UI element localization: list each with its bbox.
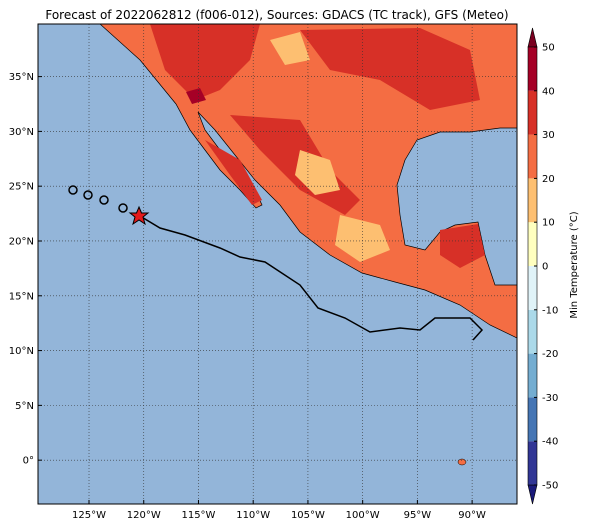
colorbar-under <box>527 484 538 505</box>
colorbar-tick-label: -20 <box>542 349 558 360</box>
warm-patch <box>150 24 260 100</box>
lat-tick-label: 15°N <box>9 291 34 302</box>
colorbar-bin <box>528 178 537 223</box>
land <box>99 24 517 466</box>
colorbar-bin <box>528 266 537 310</box>
past-position <box>68 185 78 195</box>
cool-patch <box>295 150 340 195</box>
colorbar-bin <box>528 47 537 91</box>
colorbar-tick-label: -40 <box>542 437 558 448</box>
lon-tick-label: 125°W <box>72 510 106 521</box>
grid <box>38 24 517 504</box>
past-position <box>118 203 128 213</box>
lon-tick-label: 95°W <box>404 510 432 521</box>
lon-tick-label: 110°W <box>236 510 270 521</box>
lon-tick-label: 90°W <box>458 510 486 521</box>
current-position <box>128 205 150 226</box>
storm-track <box>68 185 484 341</box>
colorbar-tick-label: 20 <box>542 174 555 185</box>
map-frame <box>37 23 518 505</box>
lat-tick-label: 0° <box>23 456 34 467</box>
colorbar-tick-label: 40 <box>542 86 555 97</box>
warm-patch <box>440 224 485 268</box>
colorbar-tick-label: 0 <box>542 262 548 273</box>
lat-tick-label: 30°N <box>9 127 34 138</box>
colorbar-tick-label: -10 <box>542 305 558 316</box>
colorbar-bin <box>528 353 537 398</box>
colorbar-bin <box>528 90 537 135</box>
lat-tick-label: 5°N <box>15 401 34 412</box>
colorbar-bin <box>528 134 537 179</box>
lat-tick-label: 25°N <box>9 182 34 193</box>
colorbar-tick-label: 50 <box>542 43 555 54</box>
lon-tick-label: 105°W <box>291 510 325 521</box>
colorbar-tick-label: 10 <box>542 218 555 229</box>
colorbar-bin <box>528 441 537 485</box>
cool-patch <box>270 32 310 65</box>
warm-patch <box>205 140 262 205</box>
title: Forecast of 2022062812 (f006-012), Sourc… <box>45 8 508 22</box>
colorbar-bin <box>528 222 537 266</box>
lon-tick-label: 100°W <box>346 510 380 521</box>
colorbar: -50 -40 -30 -20 -10 0 10 20 30 40 50 <box>527 27 558 505</box>
colorbar-tick-label: 30 <box>542 130 555 141</box>
colorbar-bin <box>528 309 537 354</box>
lat-tick-label: 20°N <box>9 236 34 247</box>
lat-tick-label: 35°N <box>9 72 34 83</box>
colorbar-label: Min Temperature (°C) <box>569 211 580 318</box>
past-position <box>83 190 93 200</box>
island <box>457 458 467 466</box>
colorbar-tick-label: -30 <box>542 393 558 404</box>
colorbar-bin <box>528 397 537 442</box>
colorbar-over <box>527 27 538 48</box>
lon-tick-label: 120°W <box>127 510 161 521</box>
colorbar-tick-label: -50 <box>542 481 558 492</box>
lon-tick-label: 115°W <box>181 510 215 521</box>
hot-patch <box>186 88 206 104</box>
track-line <box>139 215 484 341</box>
warm-patch <box>300 28 480 110</box>
past-position <box>99 195 109 205</box>
cool-patch <box>335 215 390 262</box>
lat-tick-label: 10°N <box>9 346 34 357</box>
